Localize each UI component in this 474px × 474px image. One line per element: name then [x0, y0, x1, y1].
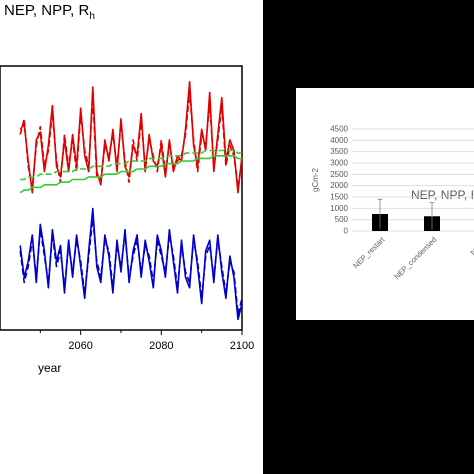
right-y-tick-label: 0 — [344, 227, 349, 236]
right-bars-group: NEP_restart NEP_condensed NPP_r — [351, 198, 474, 281]
right-category-label: NPP_r — [468, 235, 474, 257]
left-series-group — [19, 81, 243, 321]
right-y-tick-label: 500 — [335, 215, 349, 224]
right-y-tick-label: 2500 — [330, 170, 348, 179]
right-y-tick-label: 3500 — [330, 147, 348, 156]
left-plot-frame — [0, 65, 243, 331]
left-series-line-2 — [19, 155, 242, 194]
right-y-axis-label: gCm-2 — [311, 167, 320, 192]
left-x-axis-label: year — [38, 361, 62, 375]
left-chart-title-subscript: h — [89, 11, 95, 22]
left-x-tick-label: 2080 — [149, 340, 173, 352]
right-y-tick-label: 1500 — [330, 193, 348, 202]
right-chart-title: NEP, NPP, I — [411, 188, 474, 202]
right-chart-card: NEP, NPP, I 4500 4000 3500 3000 2500 2000 1500… — [296, 88, 474, 320]
right-y-tick-label: 4000 — [330, 136, 348, 145]
left-series-line-4 — [19, 207, 243, 321]
left-x-tick-label: 2100 — [230, 340, 254, 352]
left-series-line-1 — [19, 91, 243, 189]
right-y-tick-label: 1000 — [330, 204, 348, 213]
left-series-line-5 — [19, 218, 243, 316]
left-x-tick-label: 2060 — [68, 340, 92, 352]
left-series-line-3 — [20, 149, 242, 181]
left-series-line-0 — [19, 81, 243, 194]
right-y-tick-label: 2000 — [330, 181, 348, 190]
right-bar-chart: 4500 4000 3500 3000 2500 2000 1500 1000 500 0 gCm-… — [311, 125, 474, 281]
left-line-chart: 2060 2080 2100 — [0, 65, 254, 352]
left-chart-title: NEP, NPP, Rh — [4, 2, 95, 22]
right-y-tick-label: 3000 — [330, 159, 348, 168]
right-category-label: NEP_restart — [351, 234, 387, 270]
right-y-tick-label: 4500 — [330, 125, 348, 134]
left-x-ticks: 2060 2080 2100 — [39, 330, 254, 352]
left-chart-title-main: NEP, NPP, R — [4, 2, 90, 19]
right-gridlines: 4500 4000 3500 3000 2500 2000 1500 1000 500 0 gCm-… — [311, 125, 474, 236]
right-category-label: NEP_condensed — [392, 235, 438, 281]
